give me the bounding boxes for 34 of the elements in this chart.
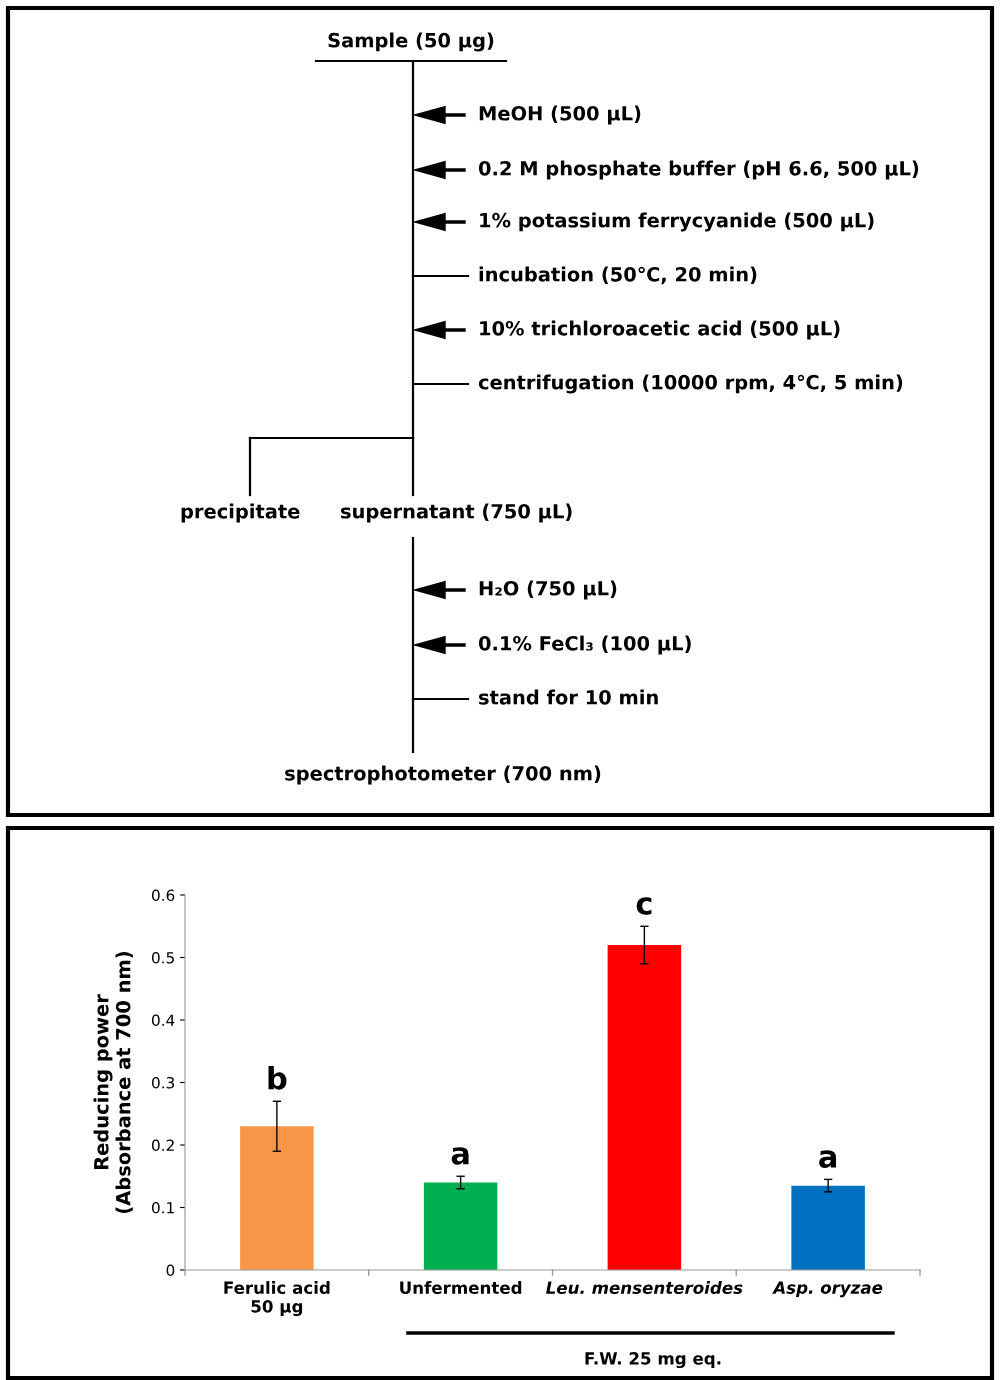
annotation: a (451, 1147, 469, 1165)
x-tick-label: Unfermented (400, 1281, 522, 1295)
y-tick-label: 0.6 (151, 889, 175, 902)
text: 1% potassium ferrycyanide (500 µL) (480, 212, 874, 232)
y-tick-label: 0.3 (151, 1076, 175, 1089)
bar (607, 945, 682, 1270)
bar (791, 1185, 865, 1270)
text: centrifugation (10000 rpm, 4℃, 5 min) (478, 374, 903, 394)
y-tick-label: 0.2 (151, 1139, 174, 1152)
x-tick-label: Ferulic acid 50 µg (224, 1281, 330, 1317)
annotation: c (636, 897, 652, 915)
text: 0.1% FeCl₃ (100 µL) (478, 635, 691, 655)
text: stand for 10 min (479, 689, 658, 705)
text: spectrophotometer (700 nm) (285, 765, 601, 785)
y-axis-title: Reducing power (Absorbance at 700 nm) (93, 952, 133, 1213)
y-tick-label: 0.1 (151, 1201, 174, 1214)
text: H₂O (750 µL) (479, 580, 617, 600)
text: precipitate (181, 503, 300, 523)
y-tick-label: 0.5 (151, 951, 174, 964)
bar (423, 1182, 498, 1270)
x-tick-label: Asp. oryzae (772, 1281, 883, 1298)
text: 0.2 M phosphate buffer (pH 6.6, 500 µL) (478, 160, 919, 180)
text: F.W. 25 mg eq. (585, 1352, 721, 1369)
text: incubation (50℃, 20 min) (479, 266, 757, 285)
text: supernatant (750 µL) (341, 503, 572, 523)
text: Sample (50 µg) (328, 32, 494, 52)
bar (240, 1126, 314, 1270)
annotation: b (268, 1066, 287, 1090)
x-tick-label: Leu. mensenteroides (546, 1281, 743, 1295)
y-tick-label: 0 (166, 1264, 175, 1277)
annotation: a (819, 1150, 837, 1168)
text: 10% trichloroacetic acid (500 µL) (480, 320, 840, 340)
text: MeOH (500 µL) (479, 105, 641, 125)
y-tick-label: 0.4 (151, 1014, 175, 1027)
